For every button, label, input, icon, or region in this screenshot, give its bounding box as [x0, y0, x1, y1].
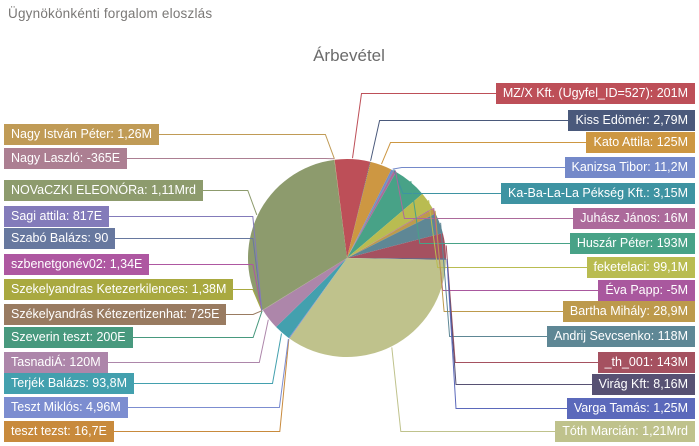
data-label[interactable]: Kato Attila: 125M: [586, 132, 695, 153]
pie-slice[interactable]: [276, 258, 347, 338]
page-title: Ügynökönkénti forgalom eloszlás: [8, 6, 213, 21]
leader-line: [159, 134, 335, 159]
data-label[interactable]: NOVaCZKI ELEONÓRa: 1,11Mrd: [4, 180, 204, 201]
data-label[interactable]: feketelaci: 99,1M: [586, 257, 695, 278]
data-label[interactable]: Bartha Mihály: 28,9M: [562, 301, 695, 322]
leader-line: [133, 310, 263, 338]
leader-line: [434, 210, 563, 312]
pie-slice[interactable]: [262, 258, 347, 311]
pie-slice[interactable]: [347, 258, 446, 260]
leader-line: [128, 338, 289, 408]
pie-slice[interactable]: [262, 258, 347, 328]
leader-line: [394, 170, 573, 219]
pie-slice[interactable]: [347, 233, 447, 259]
pie-slice[interactable]: [347, 169, 394, 259]
leader-line: [381, 142, 586, 165]
pie-slice[interactable]: [262, 258, 347, 311]
data-label[interactable]: Ka-Ba-La-La Pékség Kft.: 3,15M: [501, 183, 695, 204]
leader-line: [410, 180, 570, 244]
data-label[interactable]: Kiss Edömér: 2,79M: [568, 110, 695, 131]
pie-slice[interactable]: [347, 193, 433, 258]
data-label[interactable]: Szabó Balázs: 90: [4, 228, 116, 249]
leader-line: [352, 93, 496, 159]
leader-line: [134, 333, 282, 384]
pie-slice[interactable]: [288, 258, 347, 339]
leader-line: [233, 289, 263, 311]
leader-line: [109, 216, 263, 311]
data-label[interactable]: TasnadiÁ: 120M: [4, 352, 108, 373]
data-label[interactable]: Huszár Péter: 193M: [569, 233, 695, 254]
data-label[interactable]: Varga Tamás: 1,25M: [566, 398, 695, 419]
leader-line: [446, 259, 567, 409]
pie-slice[interactable]: [334, 159, 371, 258]
pie-slice[interactable]: [262, 258, 347, 311]
data-label[interactable]: Nagy István Péter: 1,26M: [4, 124, 160, 145]
leader-line: [149, 264, 263, 311]
leader-line: [428, 200, 587, 268]
data-label[interactable]: MZ/X Kft. (Ugyfel_ID=527): 201M: [495, 83, 695, 104]
data-label[interactable]: Nagy Laszló: -365E: [4, 148, 128, 169]
pie-slice[interactable]: [289, 258, 446, 358]
leader-line: [115, 238, 263, 311]
leader-line: [392, 167, 565, 170]
leader-line: [440, 222, 547, 337]
leader-line: [226, 310, 263, 315]
pie-slice[interactable]: [347, 170, 394, 258]
chart-title: Árbevétel: [313, 46, 385, 65]
pie-slice[interactable]: [347, 258, 446, 260]
data-label[interactable]: _th_001: 143M: [597, 352, 695, 373]
pie-slice[interactable]: [289, 258, 347, 339]
pie-slice[interactable]: [347, 170, 397, 258]
leader-line: [114, 339, 290, 432]
pie-slice[interactable]: [347, 161, 392, 258]
data-label[interactable]: Székelyandrás Kétezertizenhat: 725E: [4, 304, 227, 325]
data-label[interactable]: Teszt Miklós: 4,96M: [4, 397, 128, 418]
pie-slice[interactable]: [334, 159, 347, 258]
data-label[interactable]: Éva Papp: -5M: [598, 280, 695, 301]
pie-slice[interactable]: [262, 258, 347, 310]
pie-slice[interactable]: [347, 161, 371, 258]
leader-line: [108, 319, 269, 363]
data-label[interactable]: szbenetgonév02: 1,34E: [4, 254, 150, 275]
leader-line: [203, 190, 258, 216]
data-label[interactable]: Tóth Marcián: 1,21Mrd: [555, 421, 695, 442]
pie-slice[interactable]: [334, 159, 347, 258]
data-label[interactable]: Terjék Balázs: 93,8M: [4, 373, 135, 394]
pie-slice[interactable]: [347, 208, 436, 258]
data-label[interactable]: Szeverin teszt: 200E: [4, 327, 133, 348]
data-label[interactable]: Juhász János: 16M: [573, 208, 695, 229]
leader-line: [370, 120, 568, 161]
leader-line: [446, 258, 592, 385]
data-label[interactable]: Virág Kft: 8,16M: [591, 374, 695, 395]
pie-slice[interactable]: [248, 159, 347, 310]
data-label[interactable]: teszt tezst: 16,7E: [4, 421, 114, 442]
pie-slice[interactable]: [347, 208, 434, 258]
data-label[interactable]: Sagi attila: 817E: [4, 206, 110, 227]
data-label[interactable]: Szekelyandras Ketezerkilences: 1,38M: [4, 279, 234, 300]
pie-slice[interactable]: [347, 213, 443, 259]
data-label[interactable]: Andrij Sevcsenko: 118M: [547, 326, 695, 347]
leader-line: [391, 347, 555, 432]
data-label[interactable]: Kanizsa Tibor: 11,2M: [564, 157, 695, 178]
